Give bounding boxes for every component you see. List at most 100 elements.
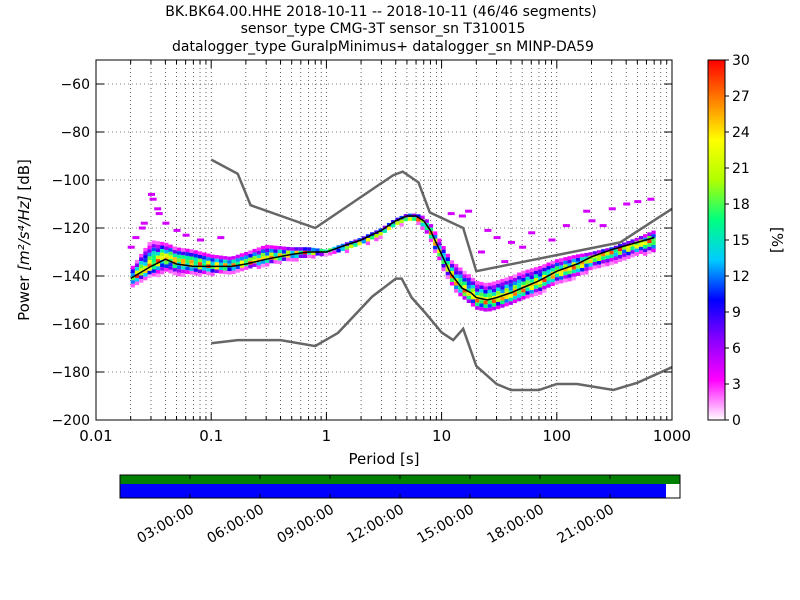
psd-cell	[529, 286, 534, 290]
psd-cell	[139, 253, 144, 258]
noise-model-nlnm	[211, 277, 673, 392]
psd-outlier-cell	[148, 192, 155, 196]
psd-cell	[168, 251, 173, 256]
psd-cell	[538, 269, 543, 274]
psd-cell	[643, 245, 648, 249]
psd-cell	[260, 245, 266, 250]
psd-cell	[256, 247, 261, 251]
psd-cell	[508, 297, 513, 302]
psd-outlier-cell	[634, 200, 642, 204]
psd-cell	[181, 269, 186, 274]
y-tick-label: −180	[52, 365, 90, 381]
psd-cell	[617, 247, 623, 252]
psd-cell	[403, 217, 408, 222]
psd-cell	[462, 285, 467, 289]
psd-cell	[265, 259, 270, 263]
psd-cell	[214, 258, 219, 263]
psd-cell	[580, 253, 585, 258]
psd-cell	[491, 281, 497, 286]
psd-cell	[487, 286, 492, 290]
psd-cell	[475, 302, 480, 307]
psd-cell	[521, 292, 526, 296]
psd-cell	[596, 264, 602, 269]
colorbar-ticks: 0 3 6 9 12 15 18 21 24 27 30	[725, 53, 750, 429]
colorbar-tick-label: 3	[732, 377, 741, 393]
psd-cell	[567, 267, 572, 271]
psd-cell	[365, 241, 371, 246]
psd-cell	[462, 281, 467, 286]
psd-cell	[470, 285, 476, 289]
psd-cell	[449, 260, 455, 264]
psd-cell	[248, 264, 253, 269]
psd-cell	[529, 293, 534, 298]
psd-cell	[281, 250, 287, 254]
psd-cell	[470, 295, 476, 300]
psd-cell	[554, 273, 560, 278]
psd-cell	[609, 254, 614, 258]
psd-cell	[353, 243, 358, 247]
psd-cell	[160, 267, 165, 271]
psd-cell	[470, 281, 476, 285]
psd-cell	[559, 276, 564, 280]
psd-cell	[554, 262, 560, 267]
psd-cell	[567, 256, 572, 260]
psd-cell	[269, 245, 274, 249]
psd-cell	[269, 248, 274, 253]
psd-cell	[508, 294, 513, 298]
psd-cell	[185, 255, 190, 260]
psd-cell	[428, 234, 434, 239]
psd-cell	[185, 248, 190, 253]
timeline-tick-label: 09:00:00	[275, 502, 337, 547]
psd-cell	[307, 254, 312, 259]
psd-cell	[265, 262, 270, 267]
psd-cell	[475, 288, 480, 292]
psd-cell	[344, 245, 350, 250]
psd-cell	[437, 242, 442, 246]
psd-cell	[374, 234, 379, 238]
psd-cell	[601, 252, 606, 257]
psd-cell	[227, 271, 232, 275]
psd-cell	[441, 264, 446, 268]
psd-cell	[592, 258, 597, 262]
psd-cell	[172, 250, 177, 254]
psd-cell	[193, 253, 198, 258]
plot-background	[96, 60, 672, 420]
timeline-tick-label: 03:00:00	[135, 502, 197, 547]
psd-cell	[496, 291, 501, 295]
psd-cell	[298, 254, 303, 258]
psd-outlier-cell	[508, 240, 515, 244]
y-tick-label: −160	[52, 317, 90, 333]
psd-cell	[521, 270, 526, 275]
psd-cell	[231, 256, 236, 260]
psd-cell	[424, 226, 429, 231]
psd-cell	[134, 263, 140, 268]
psd-cell	[235, 258, 240, 262]
y-axis-label-units: [m²/s⁴/Hz]	[15, 195, 33, 271]
psd-cell	[399, 219, 404, 224]
y-axis-label-suffix: [dB]	[15, 159, 33, 195]
psd-cell	[588, 263, 593, 267]
psd-cell	[311, 255, 316, 259]
psd-cell	[151, 254, 156, 259]
psd-cell	[197, 273, 203, 277]
psd-cell	[231, 259, 236, 264]
psd-outlier-cell	[493, 236, 501, 240]
psd-cell	[172, 257, 177, 261]
psd-cell	[508, 283, 513, 287]
psd-cell	[256, 258, 261, 262]
psd-cell	[584, 263, 589, 268]
psd-cell	[181, 273, 186, 277]
psd-cell	[365, 237, 371, 242]
psd-cell	[626, 248, 631, 252]
psd-cell	[504, 277, 509, 282]
psd-cell	[155, 273, 161, 278]
psd-cell	[617, 258, 623, 263]
psd-cell	[155, 252, 161, 256]
psd-cell	[580, 268, 585, 272]
psd-cell	[462, 292, 467, 297]
psd-cell	[202, 252, 207, 257]
psd-cell	[542, 267, 547, 272]
psd-cell	[160, 263, 165, 268]
psd-cell	[273, 252, 278, 257]
psd-cell	[151, 244, 156, 248]
